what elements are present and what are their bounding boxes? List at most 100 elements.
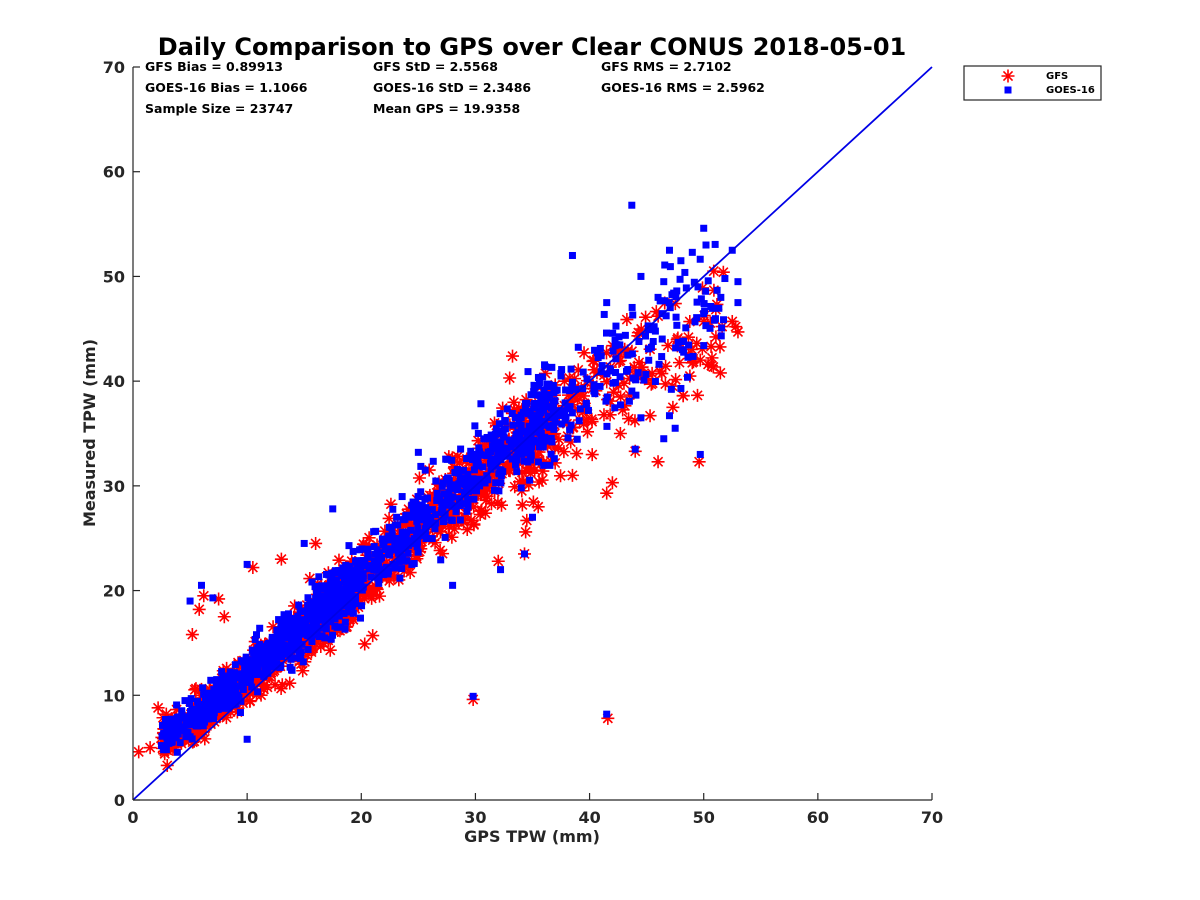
goes-16-point [637,414,645,422]
goes-16-point [576,405,584,413]
goes-16-point [525,422,533,430]
goes-16-point [197,581,205,589]
gfs-point [605,476,619,490]
goes-16-point [624,366,632,374]
gfs-point [358,637,372,651]
goes-16-point [448,456,456,464]
goes-16-point [480,451,488,459]
goes-16-point [297,629,305,637]
gfs-point [557,445,571,459]
goes-16-point [665,246,673,254]
gfs-point [512,401,526,415]
goes-16-point [509,421,517,429]
goes-16-point [251,635,259,643]
goes-16-point [294,612,302,620]
goes-16-point [412,499,420,507]
goes-16-point [332,576,340,584]
goes-16-point [440,490,448,498]
gfs-point [309,536,323,550]
goes-16-point [503,444,511,452]
goes-16-point [549,408,557,416]
gfs-point [361,587,375,601]
goes-16-point [186,597,194,605]
goes-16-point [404,549,412,557]
stat-text: GFS Bias = 0.89913 [145,59,283,74]
gfs-point [231,701,245,715]
gfs-point [503,464,517,478]
stat-text: GFS StD = 2.5568 [373,59,498,74]
goes-16-point [629,311,637,319]
gfs-point [185,628,199,642]
y-tick-label: 50 [103,267,125,286]
goes-16-point [205,715,213,723]
gfs-point [506,349,520,363]
gfs-point [477,483,491,497]
goes-16-point [607,367,615,375]
goes-16-point [568,409,576,417]
gfs-point [478,506,492,520]
goes-16-point [532,399,540,407]
goes-16-point [410,513,418,521]
goes-16-point [445,489,453,497]
goes-16-point [513,468,521,476]
goes-16-point [287,638,295,646]
goes-16-point [711,240,719,248]
goes-16-point [292,637,300,645]
gfs-point [536,464,550,478]
goes-16-point [471,422,479,430]
goes-16-point [371,564,379,572]
gfs-point [192,727,206,741]
goes-16-point [333,623,341,631]
goes-16-point [431,525,439,533]
goes-16-point [158,732,166,740]
goes-16-point [332,608,340,616]
goes-16-point [661,297,669,305]
goes-16-point [632,391,640,399]
goes-16-point [296,608,304,616]
gfs-point [360,538,374,552]
gfs-point [632,356,646,370]
goes-16-point [700,224,708,232]
gfs-point [467,500,481,514]
goes-16-point [584,406,592,414]
goes-16-point [218,682,226,690]
gfs-point [471,468,485,482]
goes-16-point [384,570,392,578]
goes-16-point [331,615,339,623]
goes-16-point [475,444,483,452]
gfs-point [519,525,533,539]
gfs-point [143,741,157,755]
goes-16-point [654,293,662,301]
goes-16-point [426,513,434,521]
goes-16-point [685,341,693,349]
goes-16-point [341,625,349,633]
goes-16-point [304,645,312,653]
goes-16-point [394,521,402,529]
goes-16-point [408,501,416,509]
goes-16-point [600,310,608,318]
goes-16-point [262,653,270,661]
goes-16-point [439,518,447,526]
goes-16-point [323,592,331,600]
gfs-point [323,643,337,657]
goes-16-point [461,489,469,497]
goes-16-point [508,455,516,463]
goes-16-point [530,388,538,396]
goes-16-point [273,636,281,644]
gfs-point [274,682,288,696]
goes-16-point [562,386,570,394]
goes-16-point [452,507,460,515]
goes-16-point [475,448,483,456]
goes-16-point [628,387,636,395]
goes-16-point [376,565,384,573]
goes-16-point [347,587,355,595]
gfs-point [627,360,641,374]
goes-16-point [551,418,559,426]
goes-16-point [329,631,337,639]
goes-16-point [414,493,422,501]
gfs-point [585,448,599,462]
goes-16-point [489,462,497,470]
data-points-layer [133,201,745,772]
gfs-point [651,309,665,323]
